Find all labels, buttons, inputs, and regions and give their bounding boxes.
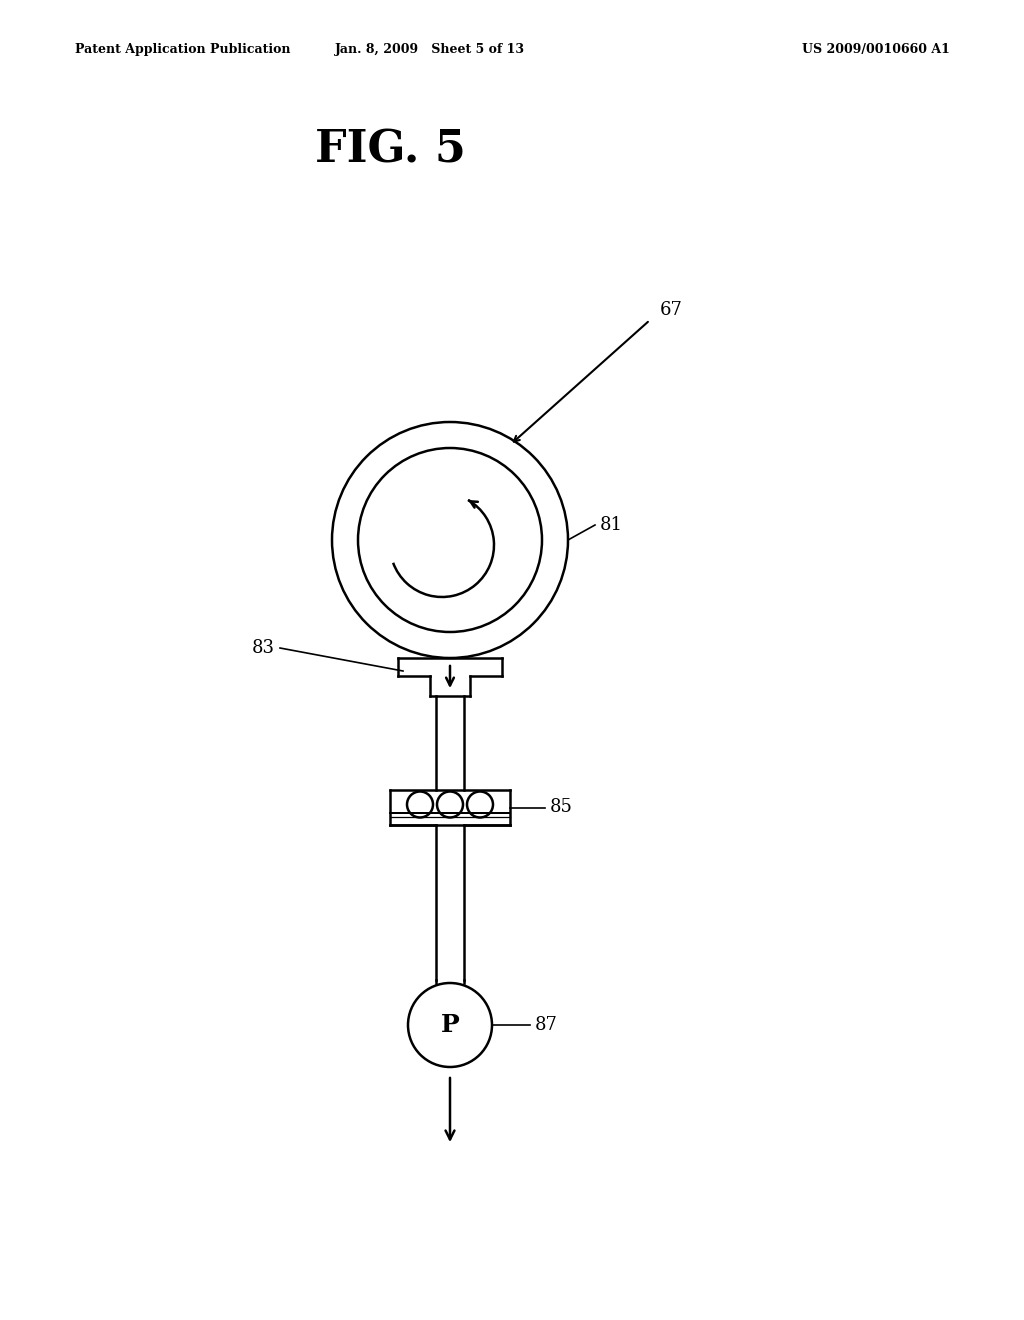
Text: US 2009/0010660 A1: US 2009/0010660 A1: [802, 44, 950, 57]
Text: FIG. 5: FIG. 5: [314, 128, 466, 172]
Text: 83: 83: [252, 639, 275, 657]
Text: 85: 85: [550, 799, 572, 817]
Text: P: P: [440, 1012, 460, 1038]
Text: 81: 81: [600, 516, 623, 535]
Text: 87: 87: [535, 1016, 558, 1034]
Text: Jan. 8, 2009   Sheet 5 of 13: Jan. 8, 2009 Sheet 5 of 13: [335, 44, 525, 57]
Text: Patent Application Publication: Patent Application Publication: [75, 44, 291, 57]
Text: 67: 67: [660, 301, 683, 319]
